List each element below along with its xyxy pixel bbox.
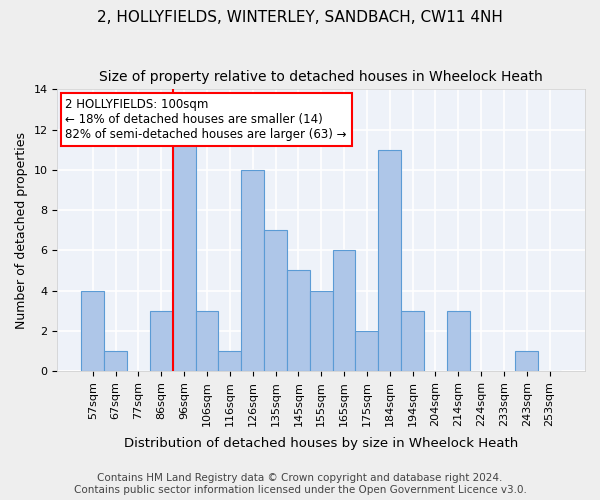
Text: 2 HOLLYFIELDS: 100sqm
← 18% of detached houses are smaller (14)
82% of semi-deta: 2 HOLLYFIELDS: 100sqm ← 18% of detached … bbox=[65, 98, 347, 141]
Text: 2, HOLLYFIELDS, WINTERLEY, SANDBACH, CW11 4NH: 2, HOLLYFIELDS, WINTERLEY, SANDBACH, CW1… bbox=[97, 10, 503, 25]
Bar bbox=[196, 310, 218, 371]
Bar bbox=[515, 351, 538, 371]
Title: Size of property relative to detached houses in Wheelock Heath: Size of property relative to detached ho… bbox=[100, 70, 543, 84]
Bar bbox=[241, 170, 264, 371]
Bar bbox=[310, 290, 332, 371]
Bar bbox=[104, 351, 127, 371]
Bar bbox=[355, 331, 379, 371]
Bar bbox=[218, 351, 241, 371]
Bar bbox=[379, 150, 401, 371]
X-axis label: Distribution of detached houses by size in Wheelock Heath: Distribution of detached houses by size … bbox=[124, 437, 518, 450]
Bar bbox=[287, 270, 310, 371]
Bar bbox=[401, 310, 424, 371]
Bar bbox=[173, 130, 196, 371]
Y-axis label: Number of detached properties: Number of detached properties bbox=[15, 132, 28, 328]
Bar bbox=[82, 290, 104, 371]
Bar bbox=[264, 230, 287, 371]
Bar bbox=[332, 250, 355, 371]
Bar bbox=[447, 310, 470, 371]
Text: Contains HM Land Registry data © Crown copyright and database right 2024.
Contai: Contains HM Land Registry data © Crown c… bbox=[74, 474, 526, 495]
Bar bbox=[150, 310, 173, 371]
